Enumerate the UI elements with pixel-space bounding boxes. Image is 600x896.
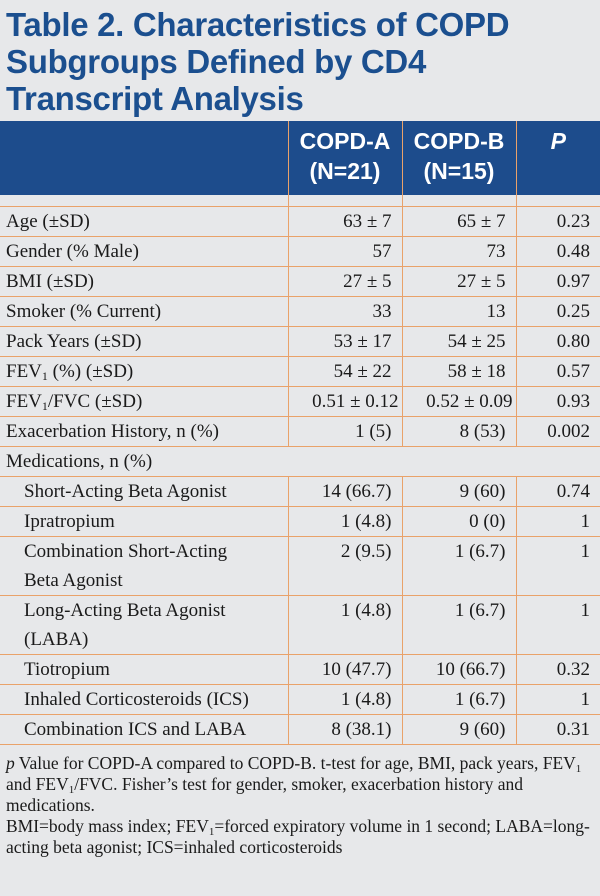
copd-b-value: 0 (0) <box>401 506 516 537</box>
row-label: BMI (±SD) <box>0 266 288 297</box>
table-row: Exacerbation History, n (%) 1 (5) 8 (53)… <box>0 416 600 447</box>
characteristics-table: COPD-A (N=21) COPD-B (N=15) P Age (±SD) … <box>0 121 600 745</box>
p-value: 1 <box>515 536 600 596</box>
header-copd-a: COPD-A (N=21) <box>287 121 402 195</box>
p-value: 0.80 <box>515 326 600 357</box>
copd-a-value: 0.51 ± 0.12 <box>287 386 402 417</box>
title-line-1: Table 2. Characteristics of COPD <box>6 6 510 43</box>
copd-b-value: 54 ± 25 <box>401 326 516 357</box>
copd-a-value: 2 (9.5) <box>287 536 402 596</box>
copd-a-value: 10 (47.7) <box>287 654 402 685</box>
copd-b-value: 1 (6.7) <box>401 595 516 655</box>
copd-b-value: 9 (60) <box>401 476 516 507</box>
copd-b-value: 13 <box>401 296 516 327</box>
p-value: 1 <box>515 506 600 537</box>
p-value: 0.31 <box>515 714 600 745</box>
title-line-2: Subgroups Defined by CD4 <box>6 43 426 80</box>
footnote-stats: p Value for COPD-A compared to COPD-B. t… <box>6 753 582 815</box>
copd-b-value: 1 (6.7) <box>401 684 516 715</box>
table-row: Pack Years (±SD) 53 ± 17 54 ± 25 0.80 <box>0 326 600 357</box>
table-title: Table 2. Characteristics of COPD Subgrou… <box>0 0 600 121</box>
row-label: Combination Short-Acting Beta Agonist <box>0 536 288 596</box>
copd-a-value: 1 (5) <box>287 416 402 447</box>
copd-b-value: 0.52 ± 0.09 <box>401 386 516 417</box>
table-row: Combination ICS and LABA 8 (38.1) 9 (60)… <box>0 714 600 745</box>
row-label: Gender (% Male) <box>0 236 288 267</box>
copd-b-value: 65 ± 7 <box>401 206 516 237</box>
footnote-abbreviations: BMI=body mass index; FEV1=forced expirat… <box>6 816 590 857</box>
copd-b-value: 73 <box>401 236 516 267</box>
header-label-cell <box>0 121 288 195</box>
p-value: 0.97 <box>515 266 600 297</box>
p-value: 1 <box>515 595 600 655</box>
table-row: Combination Short-Acting Beta Agonist 2 … <box>0 536 600 596</box>
table-row: Gender (% Male) 57 73 0.48 <box>0 236 600 267</box>
header-p-value: P <box>515 121 600 195</box>
table-row: Ipratropium 1 (4.8) 0 (0) 1 <box>0 506 600 537</box>
row-label: Exacerbation History, n (%) <box>0 416 288 447</box>
row-label: Pack Years (±SD) <box>0 326 288 357</box>
copd-a-value: 54 ± 22 <box>287 356 402 387</box>
p-value: 0.57 <box>515 356 600 387</box>
p-value: 0.93 <box>515 386 600 417</box>
table-row: Smoker (% Current) 33 13 0.25 <box>0 296 600 327</box>
table-row: FEV1/FVC (±SD) 0.51 ± 0.12 0.52 ± 0.09 0… <box>0 386 600 417</box>
copd-a-value: 8 (38.1) <box>287 714 402 745</box>
copd-a-value: 33 <box>287 296 402 327</box>
header-row: COPD-A (N=21) COPD-B (N=15) P <box>0 121 600 195</box>
copd-a-value: 63 ± 7 <box>287 206 402 237</box>
table-row: Tiotropium 10 (47.7) 10 (66.7) 0.32 <box>0 654 600 685</box>
p-value: 0.74 <box>515 476 600 507</box>
p-value: 1 <box>515 684 600 715</box>
header-copd-b: COPD-B (N=15) <box>401 121 516 195</box>
copd-b-value: 27 ± 5 <box>401 266 516 297</box>
row-label: Smoker (% Current) <box>0 296 288 327</box>
title-line-3: Transcript Analysis <box>6 80 304 117</box>
copd-b-value: 10 (66.7) <box>401 654 516 685</box>
table-footnote: p Value for COPD-A compared to COPD-B. t… <box>0 745 600 858</box>
table-row: Inhaled Corticosteroids (ICS) 1 (4.8) 1 … <box>0 684 600 715</box>
table-row: Short-Acting Beta Agonist 14 (66.7) 9 (6… <box>0 476 600 507</box>
copd-b-value: 1 (6.7) <box>401 536 516 596</box>
row-label: FEV1/FVC (±SD) <box>0 386 288 417</box>
p-value: 0.48 <box>515 236 600 267</box>
copd-b-value: 9 (60) <box>401 714 516 745</box>
copd-a-value: 14 (66.7) <box>287 476 402 507</box>
row-label: Short-Acting Beta Agonist <box>0 476 288 507</box>
copd-b-value: 8 (53) <box>401 416 516 447</box>
copd-a-value: 1 (4.8) <box>287 506 402 537</box>
spacer-row <box>0 195 600 207</box>
p-value: 0.32 <box>515 654 600 685</box>
p-value: 0.25 <box>515 296 600 327</box>
table-row: Long-Acting Beta Agonist (LABA) 1 (4.8) … <box>0 595 600 655</box>
row-label: Age (±SD) <box>0 206 288 237</box>
copd-b-value: 58 ± 18 <box>401 356 516 387</box>
p-value: 0.002 <box>515 416 600 447</box>
copd-a-value: 53 ± 17 <box>287 326 402 357</box>
row-label: Combination ICS and LABA <box>0 714 288 745</box>
table-row: Age (±SD) 63 ± 7 65 ± 7 0.23 <box>0 206 600 237</box>
row-label: FEV1 (%) (±SD) <box>0 356 288 387</box>
copd-a-value: 1 (4.8) <box>287 684 402 715</box>
p-value: 0.23 <box>515 206 600 237</box>
row-label: Long-Acting Beta Agonist (LABA) <box>0 595 288 655</box>
medications-section-header: Medications, n (%) <box>0 446 600 477</box>
copd-a-value: 1 (4.8) <box>287 595 402 655</box>
table-row: FEV1 (%) (±SD) 54 ± 22 58 ± 18 0.57 <box>0 356 600 387</box>
copd-a-value: 57 <box>287 236 402 267</box>
table-row: BMI (±SD) 27 ± 5 27 ± 5 0.97 <box>0 266 600 297</box>
row-label: Ipratropium <box>0 506 288 537</box>
copd-a-value: 27 ± 5 <box>287 266 402 297</box>
row-label: Tiotropium <box>0 654 288 685</box>
row-label: Inhaled Corticosteroids (ICS) <box>0 684 288 715</box>
